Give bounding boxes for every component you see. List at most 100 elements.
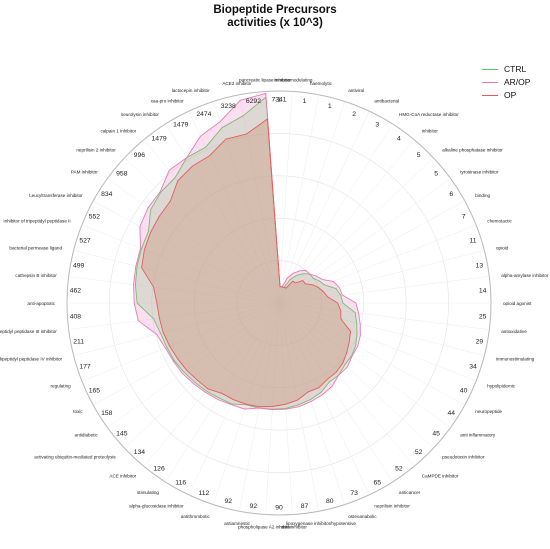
scale-label: 14 [479,288,487,295]
category-label: CaMPDE inhibitor [422,474,459,479]
category-label: neprilisin 2 inhibitor [76,148,116,153]
category-label: neprilisin inhibitor [374,504,410,509]
grid-spoke [278,302,490,330]
category-label: regulating [51,383,72,388]
scale-label: 211 [73,339,84,346]
grid-spoke [107,178,280,304]
grid-spoke [278,302,393,483]
scale-label: 5 [417,152,421,159]
scale-label: 13 [476,262,484,269]
category-label: antioxidative [501,329,527,334]
category-label: opioid agonist [503,301,532,306]
category-label: haemolytic [310,81,333,86]
scale-label: 1 [328,103,332,110]
legend-swatch-arop [482,82,498,83]
legend-item-ctrl: CTRL [482,64,544,77]
scale-label: 1 [277,97,281,104]
grid-spoke [93,302,280,406]
grid-spoke [278,139,415,304]
scale-label: 165 [89,387,101,394]
scale-label: 52 [415,449,423,456]
category-label: inhibitor [422,128,439,133]
category-label: antiamnestic [224,521,250,526]
category-label: neuropeptide [475,409,502,414]
grid-spoke [124,302,280,449]
scale-label: 126 [153,466,165,473]
chart-legend: CTRL AR/OP OP [482,64,544,103]
grid-spoke [278,123,393,304]
category-label: calpain 1 inhibitor [100,128,136,133]
category-label: inhibitor of tripeptidyl peptidase II [4,219,71,224]
legend-label-op: OP [504,90,517,100]
scale-label: 834 [101,191,113,198]
legend-item-op: OP [482,90,544,103]
scale-label: 45 [432,431,440,438]
scale-label: 462 [70,288,82,295]
category-label: PAM inhibitor [71,169,98,174]
radar-grid [66,90,492,516]
grid-spoke [81,224,280,304]
category-label: Leucyltransferase inhibitor [29,193,83,198]
legend-swatch-ctrl [482,69,498,70]
scale-label: 177 [79,364,91,371]
category-label: immunostimulating [496,357,535,362]
scale-label: 65 [373,479,381,486]
radar-scale-labels: 1 112345567111314252934404445525265738087… [70,97,487,512]
category-label: antidiabetic [75,433,99,438]
scale-label: 2 [352,111,356,118]
scale-label: 92 [250,503,258,510]
grid-spoke [188,302,280,495]
grid-spoke [278,111,370,304]
category-label: alpha-glucosidase inhibitor [129,504,184,509]
legend-swatch-op [482,95,498,96]
scale-label: 145 [116,431,128,438]
category-label: chemotactic [487,219,512,224]
category-label: anticancer [399,490,421,495]
scale-label: 11 [469,237,476,244]
grid-spoke [278,302,434,449]
scale-label: 92 [224,498,232,505]
grid-spoke [213,101,280,304]
category-label: antibacterial [374,98,399,103]
grid-spoke [93,200,280,304]
category-label: anti-apoptotic [27,301,55,306]
legend-item-arop: AR/OP [482,77,544,90]
scale-label: 6292 [246,98,261,105]
scale-label: 1 [303,98,307,105]
series-arop-area [133,92,361,411]
chart-title-line-1: Biopeptide Precursors [213,4,337,16]
grid-spoke [165,302,280,483]
series-ctrl-area [134,96,358,410]
scale-label: 44 [447,410,455,417]
scale-label: 158 [101,410,113,417]
grid-spoke [239,94,280,304]
grid-spoke [81,302,280,382]
scale-label: 5 [434,170,438,177]
scale-label: 2474 [196,111,211,118]
scale-label: 112 [198,490,209,497]
scale-label: 116 [175,479,186,486]
grid-spoke [143,139,280,304]
grid-spoke [278,91,293,304]
grid-spoke [278,302,477,382]
category-label: activating ubiquitin-mediated proteolysi… [34,454,116,459]
scale-label: 40 [460,387,468,394]
chart-title: Biopeptide Precursors activities (x 10^3… [0,4,550,30]
radar-series-areas [133,92,361,411]
category-label: ACE2 inhibitor [222,81,252,86]
scale-label: 3 [375,122,379,129]
category-label: neurolysin inhibitor [121,112,160,117]
scale-label: 1479 [173,122,188,129]
scale-label: 3238 [221,103,236,110]
scale-label: 7 [462,214,466,221]
scale-label: 73 [350,490,358,497]
scale-label: 34 [469,364,477,371]
grid-spoke [278,302,370,495]
category-label: stimulating [137,490,159,495]
scale-label: 29 [476,339,484,346]
category-label: alkaline phosphatase inhibitor [442,148,503,153]
scale-label: 6 [449,191,453,198]
category-label: antiviral [348,88,364,93]
